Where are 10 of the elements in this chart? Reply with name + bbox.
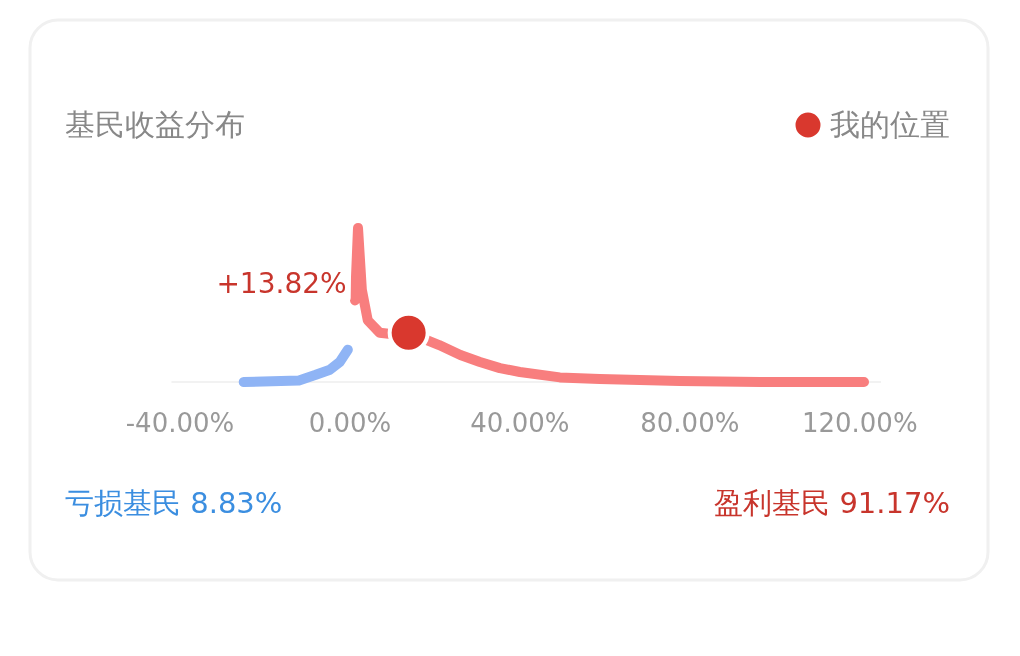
text: 亏损基民 8.83% [65, 486, 283, 520]
x-tick-label: 0.00% [308, 408, 392, 438]
x-tick-label: 120.00% [801, 408, 918, 438]
x-tick-label: 80.00% [640, 408, 740, 438]
legend-label: 我的位置 [830, 107, 950, 142]
annotation: +13.82% [216, 266, 347, 300]
x-tick-label: 40.00% [470, 408, 570, 438]
chart-title: 基民收益分布 [65, 107, 245, 142]
x-tick-label: -40.00% [125, 408, 235, 438]
text: 盈利基民 91.17% [714, 486, 950, 520]
